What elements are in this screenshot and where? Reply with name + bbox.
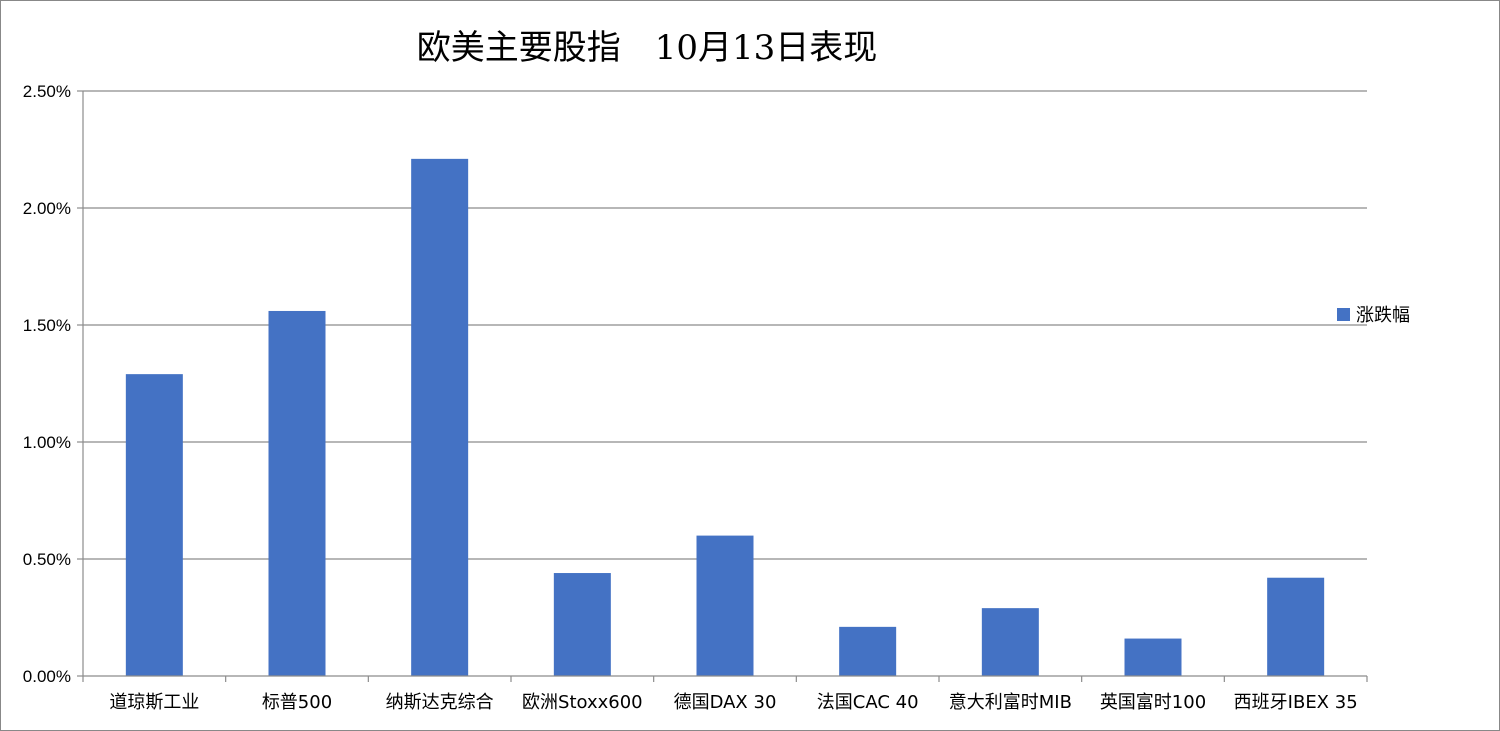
bars bbox=[125, 158, 1325, 677]
y-tick-label: 0.00% bbox=[23, 667, 71, 686]
x-category-label: 道琼斯工业 bbox=[109, 692, 199, 713]
x-category-label: 意大利富时MIB bbox=[949, 692, 1072, 713]
bar bbox=[268, 310, 326, 676]
y-tick-label: 0.50% bbox=[23, 550, 71, 569]
y-axis-ticks: 0.00% 0.50% 1.00% 1.50% 2.00% 2.50% bbox=[23, 82, 83, 686]
legend: 涨跌幅 bbox=[1337, 305, 1410, 326]
x-category-label: 英国富时100 bbox=[1100, 692, 1206, 713]
legend-swatch bbox=[1337, 308, 1350, 321]
bar bbox=[411, 158, 469, 677]
y-tick-label: 2.00% bbox=[23, 199, 71, 218]
x-category-label: 法国CAC 40 bbox=[817, 692, 919, 713]
y-tick-label: 1.00% bbox=[23, 433, 71, 452]
bar bbox=[1267, 577, 1325, 676]
bar bbox=[1124, 638, 1182, 676]
x-category-label: 欧洲Stoxx600 bbox=[522, 692, 643, 713]
x-category-label: 纳斯达克综合 bbox=[386, 692, 494, 713]
bar bbox=[839, 626, 897, 676]
y-tick-label: 2.50% bbox=[23, 82, 71, 101]
bar bbox=[553, 573, 611, 676]
x-category-label: 标普500 bbox=[262, 692, 332, 713]
bar bbox=[981, 608, 1039, 676]
y-tick-label: 1.50% bbox=[23, 316, 71, 335]
legend-label: 涨跌幅 bbox=[1356, 305, 1410, 326]
x-axis: 道琼斯工业 标普500 纳斯达克综合 欧洲Stoxx600 德国DAX 30 法国CAC … bbox=[82, 91, 1368, 713]
chart-title: 欧美主要股指 10月13日表现 bbox=[417, 28, 878, 68]
x-category-label: 西班牙IBEX 35 bbox=[1234, 692, 1358, 713]
bar bbox=[696, 535, 754, 676]
bar bbox=[125, 374, 183, 676]
x-category-label: 德国DAX 30 bbox=[674, 692, 777, 713]
